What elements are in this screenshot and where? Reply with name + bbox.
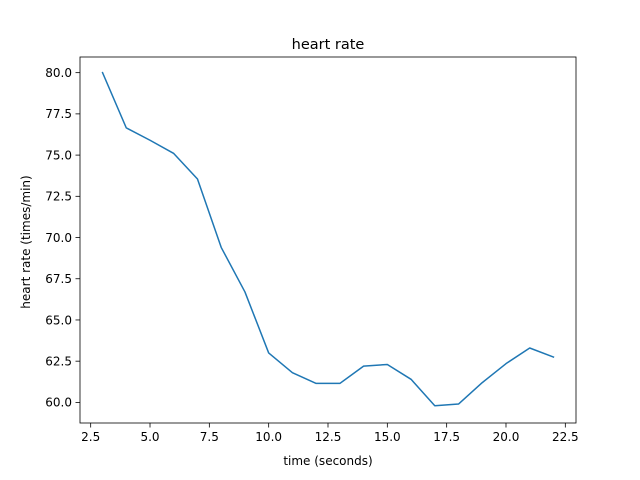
series-line-0 [101,71,555,407]
x-tick-label: 2.5 [81,430,100,444]
x-tick-label: 10.0 [255,430,282,444]
y-tick-label: 80.0 [45,66,72,80]
x-tick-label: 7.5 [200,430,219,444]
x-tick-label: 15.0 [374,430,401,444]
axes-frame [79,56,577,424]
y-axis-label: heart rate (times/min) [19,175,33,308]
y-tick-label: 65.0 [45,313,72,327]
chart-title: heart rate [292,37,365,53]
y-tick-label: 60.0 [45,396,72,410]
y-tick-label: 77.5 [45,107,72,121]
y-tick-label: 75.0 [45,148,72,162]
y-tick-label: 67.5 [45,272,72,286]
x-tick-label: 22.5 [552,430,579,444]
y-tick-label: 62.5 [45,354,72,368]
y-tick-label: 72.5 [45,190,72,204]
x-tick-label: 20.0 [493,430,520,444]
x-tick-label: 12.5 [315,430,342,444]
x-tick-label: 5.0 [140,430,159,444]
x-tick-label: 17.5 [433,430,460,444]
x-axis-label: time (seconds) [283,454,372,468]
plot-area: 2.5 5.0 7.5 10.0 12.5 15.0 17.5 20.0 22.5 60.0 62.… [45,56,579,444]
y-tick-label: 70.0 [45,231,72,245]
